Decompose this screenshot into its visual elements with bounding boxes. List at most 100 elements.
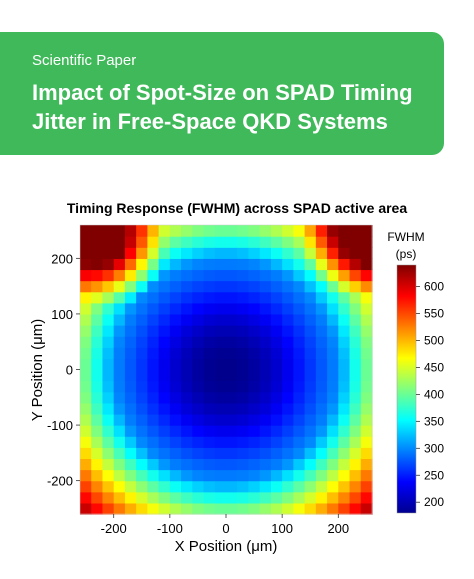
heatmap-cell — [270, 247, 283, 259]
heatmap-cell — [248, 336, 261, 348]
heatmap-cell — [360, 347, 373, 359]
heatmap-cell — [338, 280, 351, 293]
heatmap-cell — [169, 447, 182, 460]
heatmap-cell — [360, 402, 373, 415]
heatmap-cell — [181, 480, 193, 493]
heatmap-cell — [237, 325, 250, 337]
heatmap-cell — [338, 380, 351, 393]
heatmap-cell — [315, 369, 328, 382]
heatmap-cell — [226, 391, 238, 404]
x-axis: -200 -100 0 100 200 — [101, 514, 349, 536]
heatmap-cell — [327, 480, 339, 493]
heatmap-cell — [349, 491, 362, 504]
heatmap-cell — [338, 502, 351, 515]
heatmap-cell — [192, 425, 205, 437]
heatmap-cell — [136, 291, 148, 304]
heatmap-cell — [203, 291, 216, 304]
heatmap-cell — [248, 280, 261, 293]
heatmap-cell — [349, 413, 362, 426]
heatmap-cell — [248, 313, 261, 326]
heatmap-cell — [282, 358, 294, 371]
heatmap-cell — [124, 469, 137, 482]
heatmap-cell — [91, 269, 104, 282]
heatmap-cell — [113, 447, 126, 460]
heatmap-cell — [124, 225, 137, 237]
heatmap-cell — [214, 380, 227, 393]
heatmap-cell — [237, 425, 250, 437]
heatmap-cell — [315, 236, 328, 248]
heatmap-cell — [192, 302, 205, 315]
heatmap-cell — [270, 436, 283, 448]
heatmap-cell — [214, 458, 227, 471]
heatmap-cell — [203, 302, 216, 315]
chart-title: Timing Response (FWHM) across SPAD activ… — [66, 200, 408, 216]
heatmap-cell — [270, 269, 283, 282]
heatmap-cell — [259, 280, 272, 293]
heatmap-cell — [349, 269, 362, 282]
heatmap-cell — [315, 380, 328, 393]
heatmap-cell — [327, 402, 339, 415]
heatmap-cell — [192, 436, 205, 448]
y-tick-label: -100 — [47, 418, 73, 433]
heatmap-cell — [124, 269, 137, 282]
heatmap-cell — [147, 502, 160, 515]
heatmap-cell — [226, 325, 238, 337]
heatmap-cell — [136, 280, 148, 293]
heatmap-cell — [192, 380, 205, 393]
heatmap-cell — [113, 280, 126, 293]
heatmap-cell — [360, 391, 373, 404]
heatmap-cell — [282, 247, 294, 259]
heatmap-cell — [282, 447, 294, 460]
heatmap-cell — [360, 469, 373, 482]
paper-banner: Scientific Paper Impact of Spot-Size on … — [0, 32, 444, 155]
heatmap-cell — [91, 447, 104, 460]
heatmap-cell — [237, 436, 250, 448]
heatmap-cell — [259, 380, 272, 393]
heatmap-cell — [259, 325, 272, 337]
heatmap-cell — [315, 436, 328, 448]
heatmap-cell — [203, 458, 216, 471]
heatmap-cell — [270, 402, 283, 415]
heatmap-cell — [136, 358, 148, 371]
heatmap-cell — [293, 425, 306, 437]
heatmap-cell — [203, 325, 216, 337]
heatmap-cell — [327, 436, 339, 448]
heatmap-cell — [80, 436, 92, 448]
heatmap-cell — [293, 369, 306, 382]
heatmap-cell — [124, 336, 137, 348]
heatmap-cell — [293, 436, 306, 448]
heatmap-cell — [147, 313, 160, 326]
heatmap-cell — [147, 436, 160, 448]
heatmap-cell — [80, 502, 92, 515]
heatmap-cell — [124, 436, 137, 448]
heatmap-cell — [259, 402, 272, 415]
heatmap-cell — [237, 280, 250, 293]
heatmap-cell — [338, 469, 351, 482]
heatmap-cell — [327, 347, 339, 359]
heatmap-cell — [226, 491, 238, 504]
heatmap-cell — [80, 369, 92, 382]
heatmap-cell — [282, 369, 294, 382]
heatmap-cell — [226, 302, 238, 315]
heatmap-cell — [338, 258, 351, 271]
heatmap-cell — [169, 436, 182, 448]
heatmap-cell — [349, 391, 362, 404]
heatmap-cell — [203, 336, 216, 348]
heatmap-cell — [226, 269, 238, 282]
heatmap-cell — [327, 247, 339, 259]
heatmap-cell — [282, 380, 294, 393]
heatmap-cell — [304, 402, 317, 415]
heatmap-cell — [102, 325, 115, 337]
heatmap-cell — [270, 336, 283, 348]
y-axis: -200 -100 0 100 200 — [47, 251, 80, 489]
heatmap-cell — [214, 447, 227, 460]
colorbar-tick-label: 450 — [424, 360, 444, 374]
heatmap-cell — [181, 247, 193, 259]
heatmap-cell — [214, 291, 227, 304]
heatmap-cell — [169, 269, 182, 282]
heatmap-cell — [91, 469, 104, 482]
heatmap-cell — [270, 458, 283, 471]
heatmap-cell — [91, 302, 104, 315]
heatmap-cell — [158, 236, 171, 248]
x-tick-label: 100 — [271, 521, 293, 536]
